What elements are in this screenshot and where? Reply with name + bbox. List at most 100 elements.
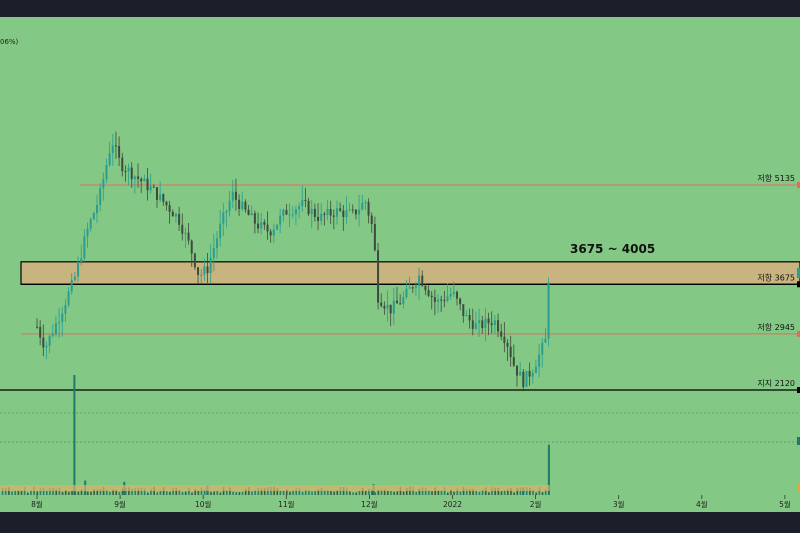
volume-bar bbox=[465, 488, 468, 495]
candle-body bbox=[39, 326, 42, 338]
volume-bar bbox=[327, 490, 329, 495]
candle-body bbox=[389, 304, 392, 314]
candle-body bbox=[449, 293, 452, 297]
candle-body bbox=[42, 337, 45, 348]
candle-body bbox=[317, 216, 320, 221]
candle-body bbox=[512, 357, 515, 366]
volume-bars bbox=[1, 375, 550, 495]
candle-body bbox=[114, 145, 117, 147]
volume-bar bbox=[68, 491, 70, 495]
volume-bar bbox=[118, 491, 121, 495]
volume-bar bbox=[55, 489, 58, 495]
volume-bar bbox=[156, 492, 159, 495]
candle-body bbox=[111, 145, 114, 154]
candle-body bbox=[95, 204, 98, 214]
candle-body bbox=[386, 304, 389, 309]
volume-bar bbox=[188, 487, 190, 495]
resistance-zone bbox=[20, 261, 800, 285]
candle-body bbox=[77, 261, 80, 277]
candle-body bbox=[269, 231, 272, 236]
candle-body bbox=[159, 194, 162, 200]
volume-bar bbox=[267, 487, 269, 495]
volume-bar bbox=[491, 487, 493, 495]
candle-body bbox=[127, 167, 130, 172]
candle-body bbox=[92, 213, 95, 220]
candle-body bbox=[86, 228, 89, 237]
volume-bar bbox=[165, 491, 168, 495]
volume-bar bbox=[301, 491, 304, 495]
candle-body bbox=[165, 201, 168, 206]
candle-body bbox=[266, 224, 269, 232]
candle-body bbox=[418, 275, 421, 286]
candle-body bbox=[465, 315, 468, 317]
candle-body bbox=[392, 300, 395, 314]
candle-body bbox=[231, 191, 234, 201]
volume-bar bbox=[197, 490, 200, 495]
candle-body bbox=[209, 258, 212, 274]
volume-bar bbox=[1, 488, 4, 495]
volume-bar bbox=[105, 489, 108, 495]
volume-bar bbox=[535, 492, 538, 495]
candle-body bbox=[288, 214, 291, 216]
volume-bar bbox=[147, 492, 149, 495]
level-marker bbox=[797, 330, 800, 337]
volume-bar bbox=[87, 491, 89, 495]
candle-body bbox=[541, 342, 544, 355]
volume-bar bbox=[494, 487, 496, 495]
level-marker bbox=[797, 182, 800, 188]
volume-marker bbox=[797, 437, 800, 445]
volume-bar bbox=[260, 488, 263, 495]
candle-body bbox=[168, 205, 171, 212]
candle-body bbox=[531, 372, 534, 377]
volume-bar bbox=[308, 490, 310, 495]
volume-bar bbox=[393, 491, 395, 495]
candle-body bbox=[462, 304, 465, 317]
candle-body bbox=[137, 176, 140, 179]
candle-body bbox=[241, 201, 244, 209]
candle-body bbox=[354, 209, 357, 215]
candle-body bbox=[225, 210, 228, 213]
volume-ma-band bbox=[0, 485, 550, 491]
volume-bar bbox=[143, 488, 146, 495]
volume-bar bbox=[159, 490, 162, 495]
volume-bar bbox=[336, 490, 339, 495]
candle-body bbox=[323, 213, 326, 215]
volume-bar bbox=[64, 489, 67, 495]
volume-bar bbox=[402, 491, 405, 495]
candle-body bbox=[238, 199, 241, 209]
candle-body bbox=[538, 354, 541, 367]
ma-marker bbox=[797, 483, 800, 491]
candle-body bbox=[547, 282, 550, 339]
volume-bar bbox=[431, 491, 433, 495]
volume-bar bbox=[289, 491, 291, 495]
candle-body bbox=[54, 323, 57, 335]
candle-body bbox=[534, 366, 537, 373]
candle-body bbox=[149, 186, 152, 191]
volume-bar bbox=[58, 487, 61, 495]
volume-bar bbox=[383, 489, 386, 495]
volume-bar bbox=[251, 491, 253, 495]
volume-bar bbox=[200, 487, 203, 495]
volume-bar bbox=[541, 492, 544, 495]
bottom-toolbar bbox=[0, 512, 800, 533]
candle-body bbox=[51, 334, 54, 336]
volume-bar bbox=[311, 491, 313, 495]
x-tick-label: 5월 bbox=[779, 499, 791, 509]
candle-body bbox=[61, 313, 64, 323]
candle-body bbox=[70, 279, 73, 292]
volume-bar bbox=[358, 490, 361, 495]
volume-bar bbox=[80, 489, 83, 495]
volume-bar bbox=[453, 491, 455, 495]
candle-body bbox=[506, 342, 509, 347]
volume-bar bbox=[49, 488, 51, 495]
level-marker bbox=[797, 387, 800, 393]
candle-body bbox=[313, 208, 316, 217]
volume-bar bbox=[469, 488, 471, 495]
volume-bar bbox=[374, 492, 376, 495]
volume-bar bbox=[377, 489, 380, 495]
volume-bar bbox=[418, 488, 421, 495]
candle-body bbox=[285, 209, 288, 215]
volume-bar bbox=[544, 489, 547, 495]
